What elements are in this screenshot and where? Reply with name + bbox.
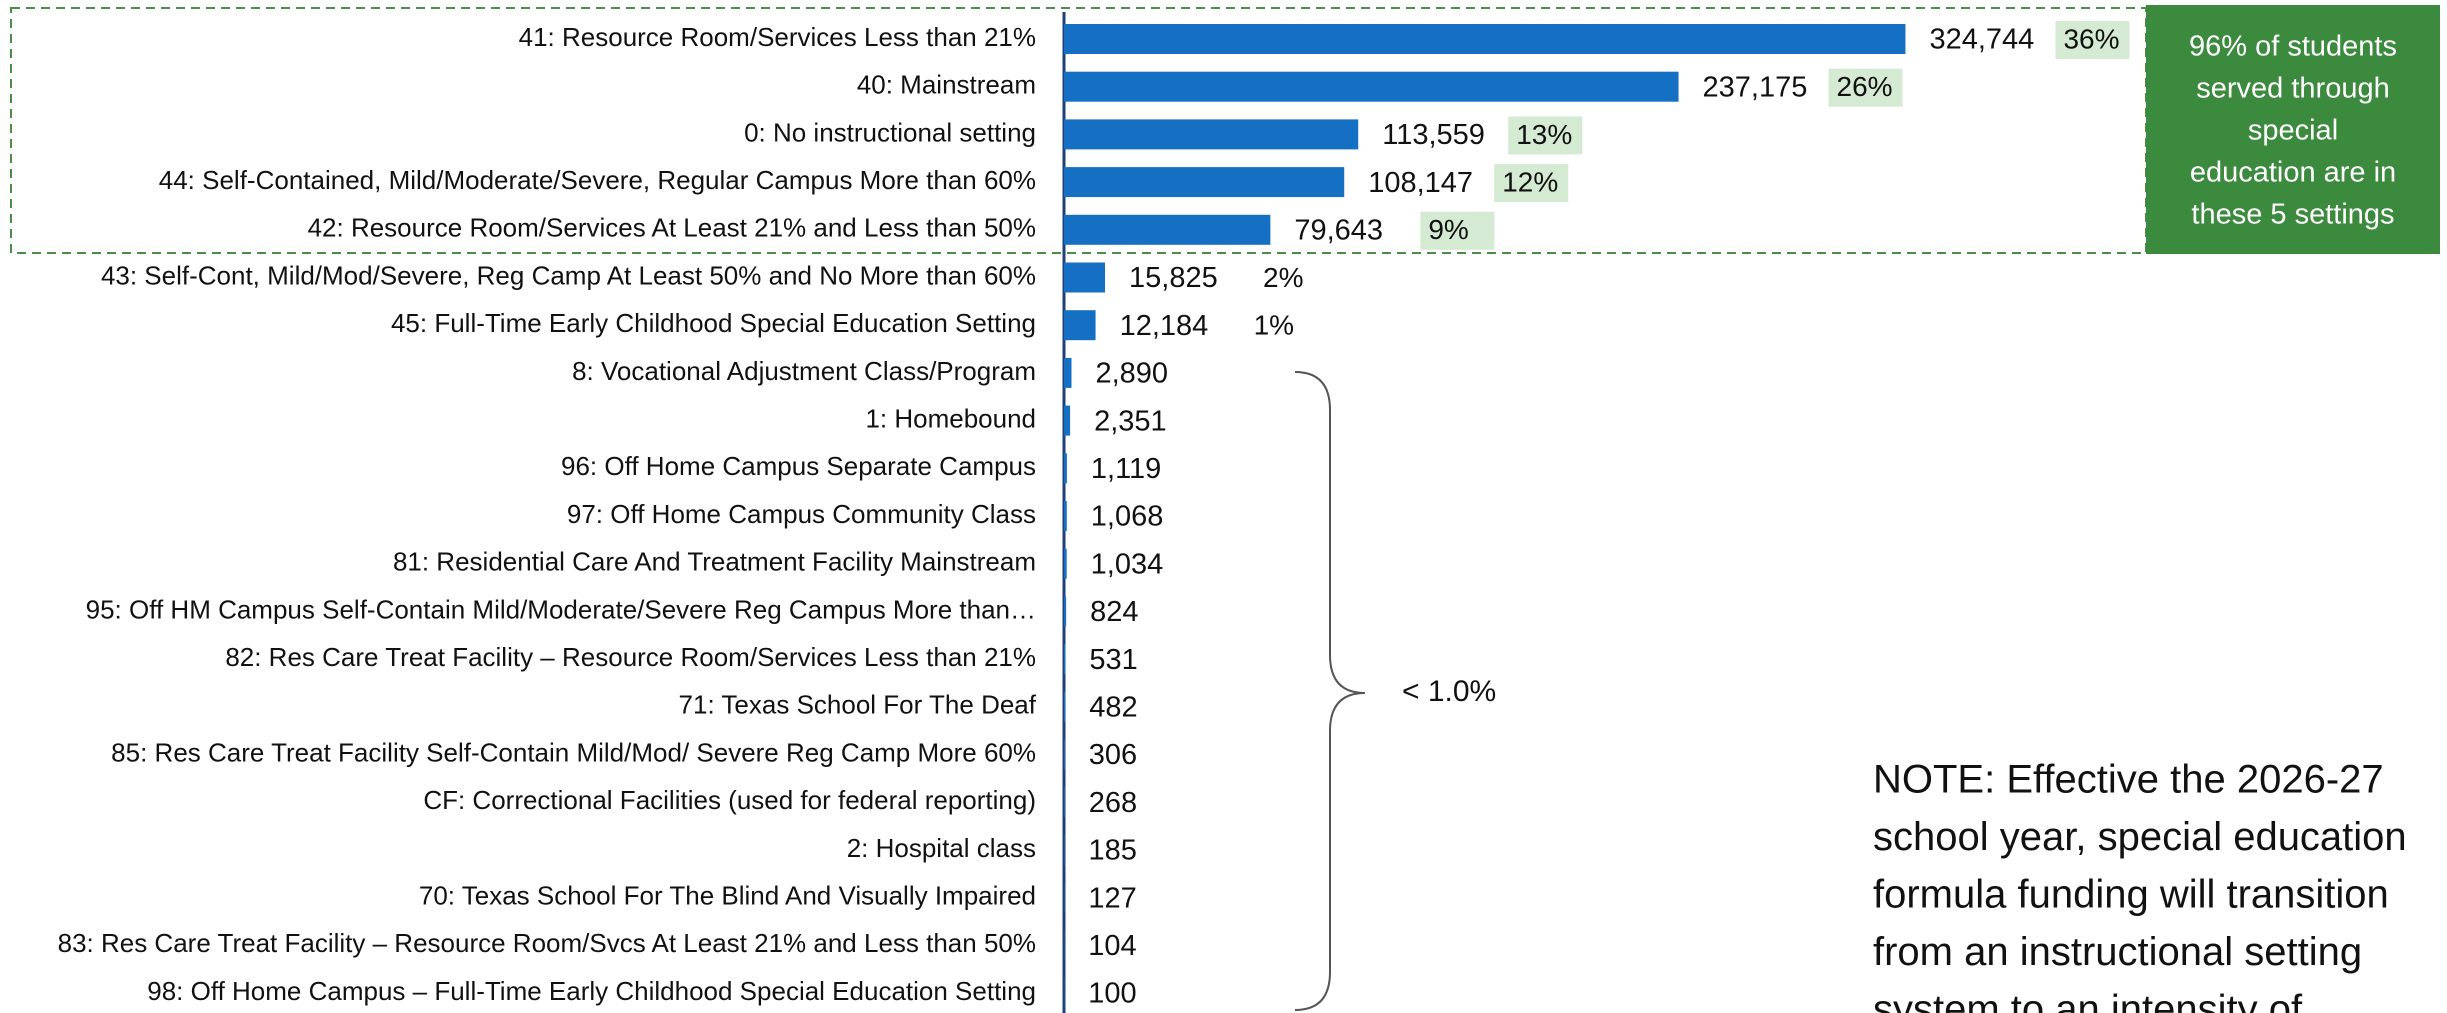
bar	[1064, 24, 1906, 54]
bar	[1064, 119, 1359, 150]
category-label: 71: Texas School For The Deaf	[679, 690, 1037, 720]
percent-bg	[1828, 68, 1903, 107]
percent-label: 36%	[2063, 23, 2119, 54]
bar	[1064, 644, 1066, 675]
value-label: 127	[1088, 882, 1136, 914]
category-label: 43: Self-Cont, Mild/Mod/Severe, Reg Camp…	[101, 260, 1036, 290]
callout-text: special	[2248, 115, 2338, 147]
category-label: CF: Correctional Facilities (used for fe…	[423, 785, 1036, 815]
value-label: 306	[1089, 739, 1137, 771]
callout-text: these 5 settings	[2191, 199, 2394, 231]
category-label: 0: No instructional setting	[744, 117, 1036, 147]
bar	[1064, 405, 1071, 436]
callout-box	[2146, 5, 2440, 254]
category-label: 42: Resource Room/Services At Least 21% …	[308, 213, 1036, 243]
value-label: 531	[1089, 644, 1137, 676]
callout-text: education are in	[2190, 157, 2396, 189]
bar	[1064, 548, 1067, 579]
value-label: 185	[1088, 835, 1136, 867]
value-label: 104	[1088, 930, 1136, 962]
percent-label: 2%	[1263, 262, 1303, 293]
bar	[1064, 691, 1066, 722]
value-label: 324,744	[1929, 24, 2034, 56]
category-label: 82: Res Care Treat Facility – Resource R…	[225, 642, 1036, 672]
percent-bg	[1494, 164, 1569, 203]
category-label: 98: Off Home Campus – Full-Time Early Ch…	[147, 976, 1036, 1006]
category-label: 96: Off Home Campus Separate Campus	[561, 451, 1036, 481]
bar	[1064, 501, 1067, 531]
bar	[1064, 787, 1065, 818]
bar	[1064, 596, 1067, 627]
note-text: formula funding will transition	[1873, 873, 2389, 917]
note-text: from an instructional setting	[1873, 930, 2362, 974]
value-label: 1,034	[1091, 548, 1164, 580]
percent-label: 9%	[1428, 214, 1468, 245]
percent-label: 1%	[1254, 310, 1294, 341]
percent-label: 26%	[1837, 71, 1893, 102]
value-label: 108,147	[1368, 167, 1473, 199]
percent-bg	[1420, 211, 1495, 250]
callout-text: served through	[2196, 73, 2389, 105]
brace	[1294, 371, 1366, 1011]
category-label: 70: Texas School For The Blind And Visua…	[419, 880, 1036, 910]
percent-bg	[2055, 21, 2130, 59]
value-label: 79,643	[1294, 214, 1383, 246]
percent-bg	[1508, 116, 1583, 155]
category-label: 1: Homebound	[865, 403, 1036, 433]
bar	[1064, 214, 1271, 245]
category-label: 85: Res Care Treat Facility Self-Contain…	[111, 737, 1036, 767]
category-label: 95: Off HM Campus Self-Contain Mild/Mode…	[86, 594, 1036, 624]
value-label: 824	[1090, 596, 1138, 628]
category-label: 2: Hospital class	[847, 833, 1036, 863]
value-label: 100	[1088, 978, 1136, 1010]
category-label: 8: Vocational Adjustment Class/Program	[572, 356, 1036, 386]
value-label: 268	[1089, 787, 1137, 819]
percent-label: 13%	[1516, 119, 1572, 150]
category-label: 83: Res Care Treat Facility – Resource R…	[58, 928, 1036, 958]
value-label: 12,184	[1120, 310, 1209, 342]
value-label: 113,559	[1382, 119, 1485, 151]
value-label: 2,351	[1094, 405, 1167, 437]
note-text: school year, special education	[1873, 815, 2407, 859]
bar	[1064, 310, 1096, 341]
category-label: 44: Self-Contained, Mild/Moderate/Severe…	[159, 165, 1036, 195]
category-label: 40: Mainstream	[857, 70, 1036, 100]
value-label: 1,068	[1091, 501, 1164, 533]
value-label: 482	[1089, 691, 1137, 723]
bar	[1064, 357, 1072, 388]
bar	[1064, 453, 1067, 484]
category-label: 97: Off Home Campus Community Class	[567, 499, 1036, 529]
note-text: system to an intensity of	[1873, 988, 2303, 1013]
value-label: 15,825	[1129, 262, 1218, 294]
bar	[1064, 739, 1065, 770]
brace-label: < 1.0%	[1402, 675, 1496, 708]
bar	[1064, 262, 1106, 293]
value-label: 1,119	[1091, 453, 1161, 485]
percent-label: 12%	[1502, 166, 1558, 197]
bar	[1064, 167, 1345, 198]
category-label: 45: Full-Time Early Childhood Special Ed…	[391, 308, 1036, 338]
category-label: 81: Residential Care And Treatment Facil…	[393, 547, 1036, 577]
bar	[1064, 71, 1679, 102]
value-label: 237,175	[1703, 71, 1808, 103]
callout-text: 96% of students	[2189, 31, 2397, 63]
value-label: 2,890	[1095, 358, 1168, 390]
category-label: 41: Resource Room/Services Less than 21%	[519, 22, 1036, 52]
note-text: NOTE: Effective the 2026-27	[1873, 758, 2384, 802]
